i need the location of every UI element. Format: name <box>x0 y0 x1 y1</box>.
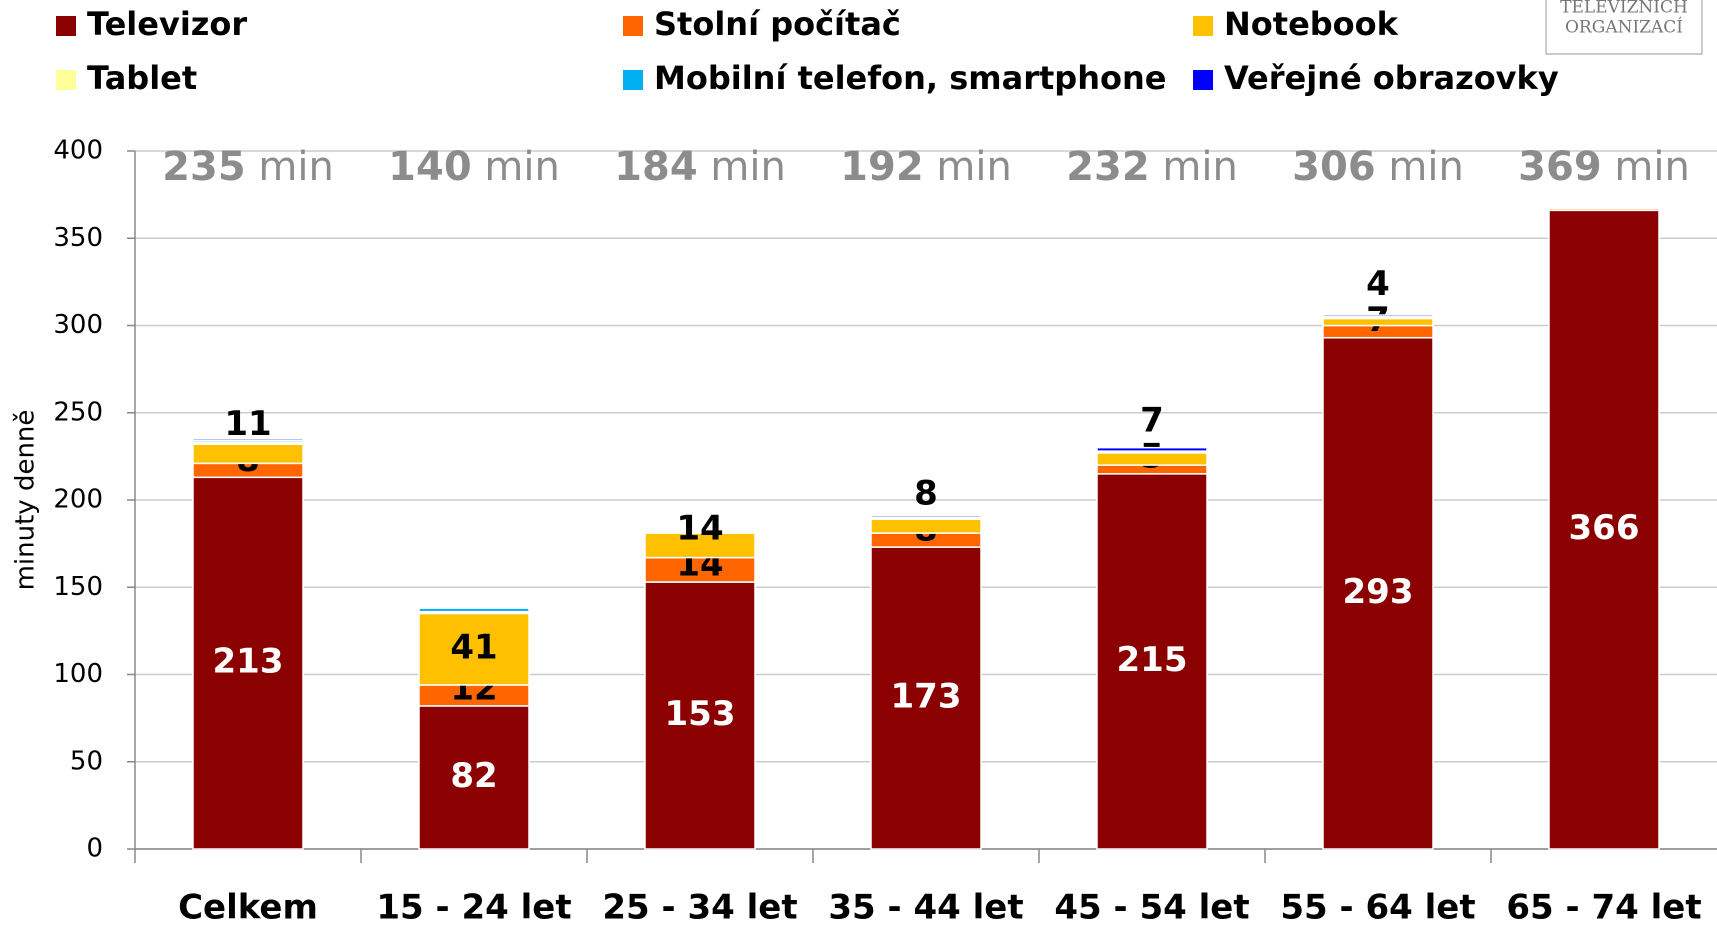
value-label: 11 <box>224 404 271 444</box>
legend-label: Veřejné obrazovky <box>1224 59 1559 97</box>
x-tick-label: 45 - 54 let <box>1054 888 1249 926</box>
legend-swatch <box>1193 16 1213 36</box>
x-tick-label: 35 - 44 let <box>828 888 1023 926</box>
total-value: 184 <box>614 144 698 190</box>
total-value: 140 <box>388 144 472 190</box>
bar-segment <box>418 607 530 613</box>
y-tick-label: 400 <box>53 136 103 166</box>
y-tick-label: 300 <box>53 310 103 340</box>
y-axis-label: minuty denně <box>11 410 41 591</box>
value-label: 7 <box>1140 400 1164 440</box>
value-label: 293 <box>1343 572 1414 612</box>
y-tick-label: 250 <box>53 397 103 427</box>
logo-box <box>1545 0 1703 55</box>
bar-segment <box>192 438 304 442</box>
legend-swatch <box>623 16 643 36</box>
bar-segment <box>1096 473 1208 850</box>
x-tick-label: 25 - 34 let <box>602 888 797 926</box>
x-tick-label: Celkem <box>178 888 318 926</box>
value-label: 213 <box>213 642 284 682</box>
value-label: 366 <box>1569 508 1640 548</box>
value-label: 8 <box>914 474 938 514</box>
total-unit: min <box>258 144 333 190</box>
bar-segment <box>418 612 530 686</box>
bar-segment <box>644 581 756 850</box>
y-tick-label: 200 <box>53 485 103 515</box>
total-value: 232 <box>1066 144 1150 190</box>
bar-segment <box>1548 209 1660 850</box>
y-tick-label: 100 <box>53 659 103 689</box>
total-label: 369 min <box>1518 144 1690 190</box>
logo-text: TELEVIZNÍCH <box>1560 0 1688 18</box>
value-label: 215 <box>1117 640 1188 680</box>
legend-label: Tablet <box>87 59 197 97</box>
y-tick-label: 150 <box>53 572 103 602</box>
y-tick-label: 350 <box>53 223 103 253</box>
bar-segment <box>1096 446 1208 452</box>
bar-segment <box>1322 314 1434 318</box>
total-value: 369 <box>1518 144 1602 190</box>
legend-swatch <box>56 16 76 36</box>
bar-segment <box>418 705 530 850</box>
value-label: 41 <box>450 628 497 668</box>
legend-swatch <box>1193 70 1213 90</box>
legend-swatch <box>56 70 76 90</box>
total-label: 184 min <box>614 144 786 190</box>
legend-label: Stolní počítač <box>654 5 901 43</box>
total-unit: min <box>484 144 559 190</box>
y-tick-label: 0 <box>86 834 103 864</box>
bar-segment <box>1322 317 1434 327</box>
bar-segment <box>1548 207 1660 212</box>
total-value: 235 <box>162 144 246 190</box>
total-unit: min <box>936 144 1011 190</box>
bar-segment <box>192 443 304 465</box>
bar-segment <box>870 514 982 519</box>
total-label: 232 min <box>1066 144 1238 190</box>
legend-label: Televizor <box>87 5 247 43</box>
bar-segment <box>644 532 756 559</box>
total-unit: min <box>1388 144 1463 190</box>
x-tick-label: 65 - 74 let <box>1506 888 1701 926</box>
bar-segment <box>1322 336 1434 850</box>
total-label: 140 min <box>388 144 560 190</box>
bar-segment <box>644 556 756 583</box>
value-label: 14 <box>676 509 723 549</box>
x-tick-label: 55 - 64 let <box>1280 888 1475 926</box>
value-label: 153 <box>665 694 736 734</box>
total-label: 192 min <box>840 144 1012 190</box>
total-unit: min <box>710 144 785 190</box>
bar-segment <box>870 546 982 850</box>
legend-label: Mobilní telefon, smartphone <box>654 59 1166 97</box>
total-unit: min <box>1614 144 1689 190</box>
bar-segment <box>870 518 982 534</box>
value-label: 173 <box>891 677 962 717</box>
x-tick-label: 15 - 24 let <box>376 888 571 926</box>
total-label: 235 min <box>162 144 334 190</box>
bar-segment <box>1096 452 1208 466</box>
total-value: 306 <box>1292 144 1376 190</box>
value-label: 82 <box>450 756 497 796</box>
total-unit: min <box>1162 144 1237 190</box>
value-label: 4 <box>1366 264 1390 304</box>
total-label: 306 min <box>1292 144 1464 190</box>
y-tick-label: 50 <box>70 746 103 776</box>
total-value: 192 <box>840 144 924 190</box>
legend-swatch <box>623 70 643 90</box>
legend-label: Notebook <box>1224 5 1399 43</box>
logo-text: ORGANIZACÍ <box>1565 17 1683 38</box>
